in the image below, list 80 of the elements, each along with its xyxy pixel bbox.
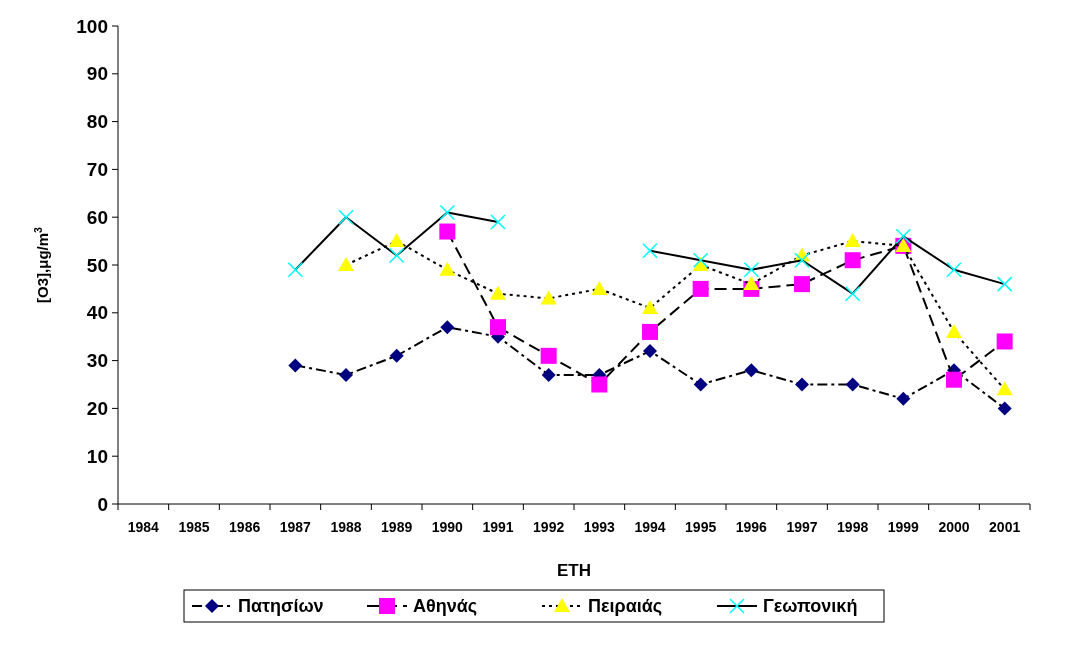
x-tick-label: 1987 xyxy=(279,519,312,535)
point xyxy=(844,233,861,248)
point xyxy=(439,223,456,240)
legend-label: Πατησίων xyxy=(238,596,324,617)
point xyxy=(946,323,962,338)
x-tick-label: 1999 xyxy=(887,519,920,535)
x-tick-label: 1990 xyxy=(431,519,464,535)
y-tick-label: 40 xyxy=(86,302,108,324)
y-tick-label: 10 xyxy=(86,445,108,467)
point xyxy=(743,262,760,278)
x-tick-label: 2001 xyxy=(989,519,1021,535)
point xyxy=(744,363,759,378)
x-tick-label: 1996 xyxy=(735,519,768,535)
x-tick-label: 1988 xyxy=(330,519,362,535)
point xyxy=(844,285,861,302)
x-tick-label: 1985 xyxy=(178,519,210,535)
x-tick-label: 1984 xyxy=(127,519,160,535)
point xyxy=(692,252,709,268)
point xyxy=(997,401,1012,416)
point xyxy=(642,323,658,340)
point xyxy=(795,377,809,392)
y-tick-label: 90 xyxy=(86,63,108,85)
point xyxy=(338,209,354,225)
point xyxy=(642,242,658,259)
x-axis-title: ΕΤΗ xyxy=(557,561,591,580)
y-tick-label: 60 xyxy=(86,206,108,228)
point xyxy=(338,257,354,271)
point xyxy=(490,319,506,336)
point xyxy=(844,252,861,269)
y-tick-label: 80 xyxy=(86,111,108,133)
legend-label: Πειραιάς xyxy=(588,596,663,617)
point xyxy=(895,228,912,245)
point xyxy=(591,376,608,393)
legend-label: Γεωπονική xyxy=(763,596,858,617)
point xyxy=(693,377,708,392)
point xyxy=(287,262,304,278)
legend-label: Αθηνάς xyxy=(413,596,478,617)
x-tick-label: 1995 xyxy=(685,519,717,535)
y-tick-label: 20 xyxy=(86,398,108,420)
y-tick-label: 70 xyxy=(86,159,108,181)
point xyxy=(794,252,810,268)
point xyxy=(845,377,860,392)
x-tick-label: 2000 xyxy=(938,519,970,535)
point xyxy=(946,371,962,388)
x-tick-label: 1989 xyxy=(381,519,413,535)
x-tick-label: 1986 xyxy=(229,519,261,535)
point xyxy=(642,300,658,315)
point xyxy=(440,320,455,335)
point xyxy=(996,276,1013,292)
point xyxy=(439,261,456,276)
point xyxy=(388,233,405,248)
point xyxy=(896,391,911,406)
x-tick-label: 1998 xyxy=(837,519,869,535)
point xyxy=(339,367,353,382)
point xyxy=(591,280,608,295)
y-tick-label: 0 xyxy=(97,493,108,515)
point xyxy=(946,262,962,278)
point xyxy=(389,348,404,363)
x-tick-label: 1994 xyxy=(634,519,666,535)
point xyxy=(388,247,405,264)
point xyxy=(743,276,760,291)
point xyxy=(540,347,557,364)
point xyxy=(692,280,709,297)
point xyxy=(794,276,810,293)
x-tick-label: 1993 xyxy=(583,519,616,535)
point xyxy=(996,381,1013,396)
y-tick-label: 30 xyxy=(86,350,108,372)
y-tick-label: 100 xyxy=(76,15,108,37)
point xyxy=(540,290,557,305)
point xyxy=(439,204,456,221)
point xyxy=(643,344,657,359)
x-tick-label: 1997 xyxy=(786,519,818,535)
point xyxy=(541,367,556,382)
point xyxy=(996,333,1013,350)
y-tick-label: 50 xyxy=(86,254,108,276)
x-tick-label: 1992 xyxy=(533,519,565,535)
point xyxy=(288,358,303,373)
point xyxy=(490,214,506,230)
point xyxy=(490,285,506,300)
x-tick-label: 1991 xyxy=(482,519,514,535)
